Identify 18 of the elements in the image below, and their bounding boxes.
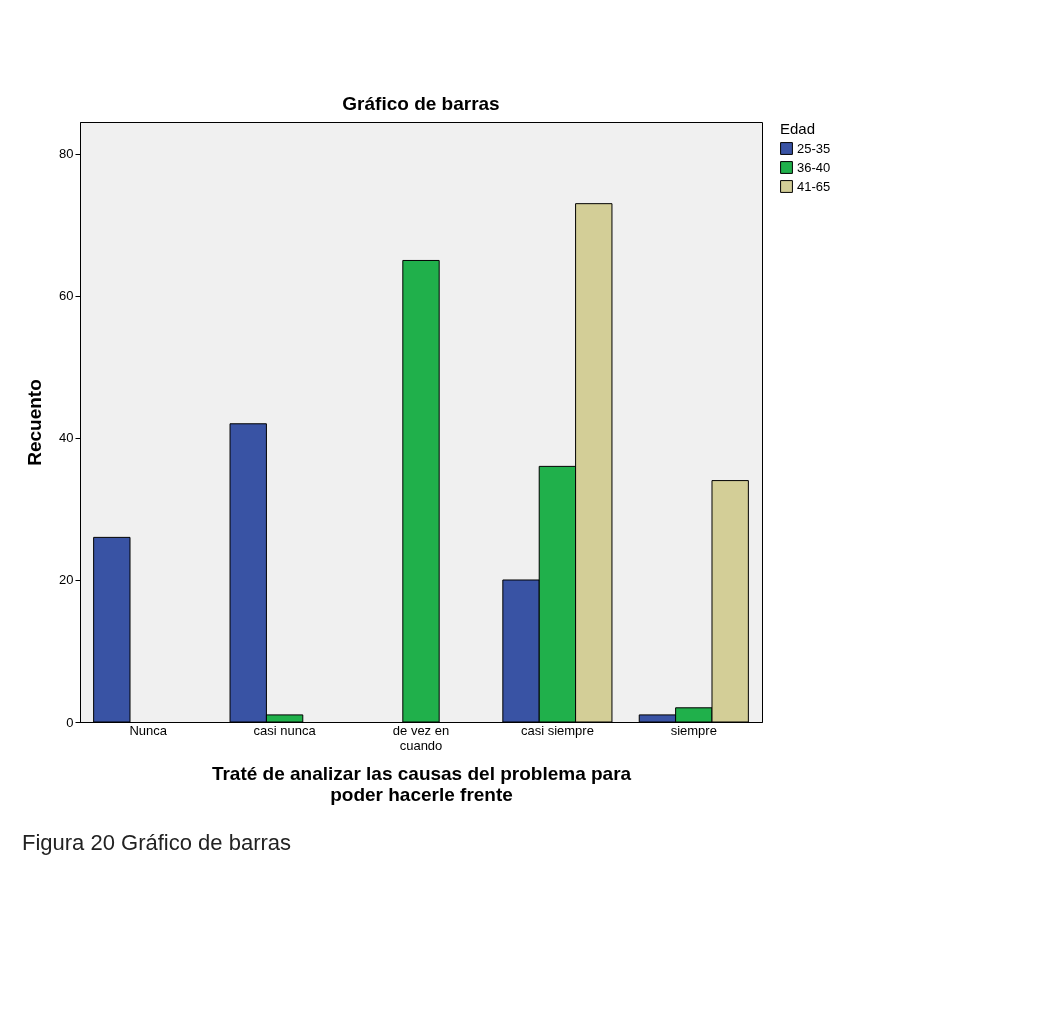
legend-title: Edad xyxy=(780,120,816,137)
x-tick-label: Nunca xyxy=(129,722,168,738)
y-axis-title: Recuento xyxy=(24,379,46,466)
y-tick-label: 60 xyxy=(59,288,74,304)
x-tick-label: casi siempre xyxy=(520,722,594,738)
x-tick-label: siempre xyxy=(670,722,717,738)
chart-title: Gráfico de barras xyxy=(342,93,500,114)
y-tick-label: 40 xyxy=(59,430,74,446)
y-tick-label: 80 xyxy=(59,146,74,162)
legend-label: 25-35 xyxy=(797,140,831,156)
y-tick-label: 0 xyxy=(66,714,74,730)
legend-label: 36-40 xyxy=(797,159,831,175)
x-tick-label: casi nunca xyxy=(253,722,317,738)
text: Figura 20 Gráfico de barras xyxy=(22,830,292,856)
x-tick-label: de vez en cuando xyxy=(392,722,450,753)
y-tick-label: 20 xyxy=(59,572,74,588)
legend-label: 41-65 xyxy=(797,178,831,194)
x-axis-title: Traté de analizar las causas del problema para poder hacerle frente xyxy=(211,762,632,805)
